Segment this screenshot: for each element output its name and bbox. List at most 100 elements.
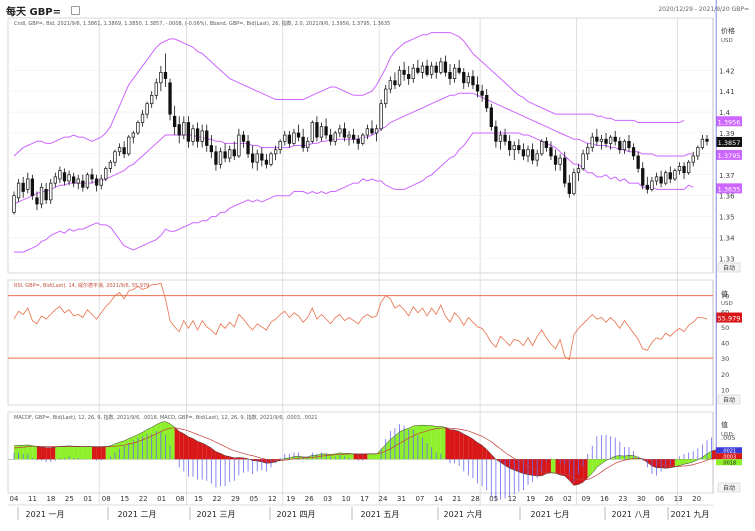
x-tick-label: 18 [46,495,55,503]
macd-area-segment [468,436,473,460]
macd-axis-unit: USD [721,432,733,438]
macd-last-value-tag [716,447,742,454]
candle-down [407,74,411,79]
candle-down [329,134,333,142]
x-tick-label: 26 [545,495,554,503]
macd-area-segment [550,459,556,474]
x-month-label: 2021 六月 [444,509,483,519]
x-tick-label: 19 [286,495,295,503]
candle-up [278,140,282,151]
candle-down [402,69,406,75]
x-tick-label: 02 [563,495,572,503]
macd-area-segment [413,425,418,460]
macd-area-segment [404,428,409,460]
candle-down [668,172,672,180]
macd-area-segment [96,447,102,460]
candle-up [686,161,691,174]
x-tick-label: 09 [581,495,590,503]
candle-up [58,170,62,180]
rsi-tick-label: 70 [721,293,729,301]
rsi-tick-label: 40 [721,340,729,348]
candle-down [186,122,191,142]
macd-area-segment [101,446,106,460]
macd-last-value-tag [716,453,742,460]
macd-area-segment [472,439,478,460]
candle-down [287,134,292,144]
candle-down [425,65,429,75]
candle-down [223,151,227,159]
macd-area-segment [156,422,161,460]
candle-down [563,157,567,184]
candle-down [250,153,255,163]
candle-down [416,67,420,73]
instrument-title: 每天 GBP= [6,7,62,18]
macd-area-segment [707,451,712,460]
macd-area-segment [170,423,175,460]
macd-last-value-text: .0018 [722,460,736,466]
price-last-value-text: 1.3857 [718,139,741,147]
macd-area-segment [59,446,65,460]
candle-up [397,69,402,86]
x-tick-label: 06 [655,495,664,503]
macd-area-segment [546,459,551,474]
price-last-value-tag [716,183,742,194]
candle-up [361,134,365,144]
macd-area-segment [573,459,579,486]
rsi-axis-title: 值 [721,289,728,298]
macd-last-value-text: .0021 [722,448,736,454]
candle-up [388,80,392,90]
rsi-last-value-tag [716,312,742,323]
macd-line [13,421,717,486]
candle-down [342,128,347,138]
macd-area-segment [183,433,189,460]
candle-up [49,182,53,201]
macd-area-segment [587,459,593,478]
candle-down [627,140,631,148]
macd-area-segment [289,456,294,460]
candle-up [420,65,425,73]
candle-up [131,132,135,138]
candle-down [508,140,512,151]
macd-area-segment [537,459,542,476]
candle-up [429,65,434,75]
macd-area-segment [583,459,588,483]
macd-area-segment [601,459,607,464]
price-zoom-label: 自动 [723,264,735,272]
macd-legend: MACDF, GBP=, Bid(Last), 12, 26, 9, 指数, 2… [14,414,317,421]
macd-area-segment [27,444,33,460]
candle-up [540,140,544,155]
candle-down [393,80,397,86]
candle-up [379,103,383,130]
x-tick-label: 04 [10,495,19,503]
rsi-zoom-label: 自动 [723,396,735,404]
settings-icon[interactable] [71,6,80,15]
rsi-legend: RSI, GBP=, Bid(Last), 14, 威尔德平滑, 2021/9/… [14,282,149,289]
macd-area-segment [128,436,134,460]
macd-area-segment [684,459,689,465]
x-tick-label: 15 [120,495,129,503]
macd-area-segment [202,443,207,460]
x-tick-label: 24 [379,495,388,503]
candle-down [503,134,507,142]
candle-up [85,174,90,188]
candle-down [613,136,617,142]
candle-up [581,153,585,169]
macd-area-segment [18,445,24,460]
macd-area-segment [514,459,519,472]
candle-up [255,153,259,163]
rsi-line [13,282,708,361]
candle-down [521,149,526,157]
candle-up [572,172,576,194]
candle-up [127,136,131,155]
macd-area-segment [151,424,157,460]
macd-area-segment [454,430,460,460]
candle-up [218,151,223,165]
candle-down [517,145,521,151]
macd-area-segment [114,442,120,460]
macd-area-segment [417,425,423,460]
macd-signal-line [13,427,712,481]
price-tick-label: 1.39 [719,130,735,138]
price-tick-label: 1.42 [719,67,735,75]
price-tick-label: 1.36 [719,193,735,201]
